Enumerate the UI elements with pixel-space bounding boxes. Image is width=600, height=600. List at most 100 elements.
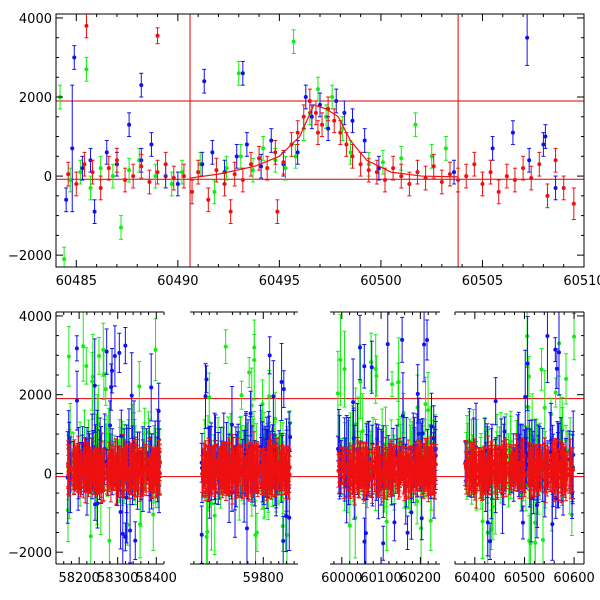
bottom-point-red bbox=[99, 466, 104, 504]
top-point-green-15 bbox=[238, 143, 243, 169]
top-point-red-9 bbox=[139, 153, 144, 179]
bottom-point-blue bbox=[381, 525, 386, 561]
top-point-green-13 bbox=[212, 179, 217, 205]
top-point-green-33 bbox=[443, 136, 448, 161]
top-point-red-51 bbox=[464, 163, 469, 189]
top-point-blue-3 bbox=[92, 199, 97, 225]
bottom-point-blue bbox=[120, 491, 125, 564]
bottom-point-red bbox=[113, 441, 118, 474]
top-point-blue-31 bbox=[510, 120, 515, 145]
top-point-blue-4 bbox=[104, 140, 109, 165]
bottom-point-blue bbox=[279, 342, 284, 421]
bottom-point-blue bbox=[133, 521, 138, 561]
top-point-blue-12 bbox=[210, 140, 215, 165]
bottom-point-blue bbox=[485, 488, 490, 557]
top-point-blue-33 bbox=[541, 132, 546, 157]
bottom-point-green bbox=[107, 507, 112, 564]
bottom-point-blue bbox=[400, 316, 405, 363]
top-point-red-49 bbox=[447, 161, 452, 187]
bottom-ytick-label: 0 bbox=[44, 467, 52, 482]
top-point-blue-11 bbox=[200, 151, 205, 177]
top-point-red-11 bbox=[155, 159, 160, 185]
top-point-blue-34 bbox=[553, 175, 558, 201]
top-point-blue-25 bbox=[342, 100, 347, 126]
bottom-plot-area bbox=[56, 312, 584, 564]
bottom-point-blue bbox=[281, 515, 286, 564]
bottom-point-blue bbox=[128, 497, 133, 564]
top-xtick-label: 60490 bbox=[157, 274, 198, 289]
bottom-ytick-label: −2000 bbox=[8, 546, 52, 561]
top-point-green-7 bbox=[127, 157, 132, 183]
bottom-point-blue bbox=[385, 312, 390, 381]
top-plot-area bbox=[56, 14, 584, 267]
bottom-point-blue bbox=[117, 332, 122, 373]
bottom-point-green bbox=[539, 348, 544, 391]
top-point-red-43 bbox=[399, 163, 404, 189]
bottom-point-red bbox=[81, 453, 86, 493]
top-point-blue-40 bbox=[543, 124, 548, 149]
top-point-red-2 bbox=[82, 151, 87, 177]
bottom-point-green bbox=[137, 361, 142, 412]
bottom-point-green bbox=[101, 322, 106, 377]
top-point-red-62 bbox=[553, 147, 558, 173]
bottom-point-green bbox=[267, 369, 272, 423]
bottom-point-green bbox=[81, 312, 86, 382]
bottom-point-red bbox=[151, 448, 156, 494]
bottom-point-red bbox=[101, 453, 106, 482]
top-point-blue-1 bbox=[72, 45, 77, 70]
top-point-green-37 bbox=[62, 246, 67, 267]
top-point-blue-39 bbox=[525, 14, 530, 66]
bottom-point-green bbox=[428, 490, 433, 551]
top-point-blue-16 bbox=[259, 153, 264, 179]
top-point-red-18 bbox=[214, 157, 219, 183]
bottom-point-green bbox=[88, 490, 93, 564]
top-point-red-20 bbox=[232, 161, 237, 187]
bottom-point-red bbox=[66, 444, 71, 489]
bottom-point-blue bbox=[556, 312, 561, 396]
bottom-point-blue bbox=[75, 370, 80, 431]
top-point-green-17 bbox=[261, 136, 266, 161]
top-point-green-23 bbox=[315, 76, 320, 102]
top-axes-frame bbox=[55, 13, 585, 268]
top-point-red-12 bbox=[163, 151, 168, 177]
top-ytick-label: 0 bbox=[44, 170, 52, 185]
bottom-point-green bbox=[423, 376, 428, 432]
top-point-red-13 bbox=[171, 165, 176, 191]
bottom-point-red bbox=[93, 445, 98, 481]
bottom-xtick-label: 60500 bbox=[504, 571, 545, 586]
top-point-red-42 bbox=[391, 155, 396, 181]
top-ytick-label: −2000 bbox=[8, 249, 52, 264]
bottom-point-blue bbox=[199, 505, 204, 564]
top-point-red-41 bbox=[382, 167, 387, 193]
top-point-blue-20 bbox=[303, 84, 308, 110]
bottom-xtick-label: 58300 bbox=[97, 571, 138, 586]
bottom-point-blue bbox=[545, 312, 550, 384]
top-point-red-34 bbox=[332, 108, 337, 134]
top-point-red-29 bbox=[301, 104, 306, 130]
top-point-red-58 bbox=[521, 155, 526, 181]
bottom-point-blue bbox=[425, 319, 430, 361]
top-point-red-48 bbox=[439, 169, 444, 195]
top-point-blue-2 bbox=[80, 155, 85, 181]
bottom-point-red bbox=[144, 458, 149, 482]
top-point-red-3 bbox=[90, 159, 95, 185]
top-point-green-19 bbox=[283, 155, 288, 181]
bottom-point-green bbox=[90, 351, 95, 411]
top-point-red-5 bbox=[106, 155, 111, 181]
bottom-point-green bbox=[342, 330, 347, 408]
top-point-green-16 bbox=[250, 157, 255, 183]
top-point-red-32 bbox=[320, 112, 325, 138]
top-point-red-19 bbox=[222, 171, 227, 197]
top-xtick-label: 60505 bbox=[462, 274, 503, 289]
bottom-point-green bbox=[401, 392, 406, 434]
top-point-blue-30 bbox=[490, 136, 495, 161]
top-point-green-9 bbox=[153, 163, 158, 189]
top-panel-chart: 60485 60490 60495 60500 60505 60510 −2000 0 2000… bbox=[8, 12, 600, 289]
top-point-green-36 bbox=[291, 29, 296, 55]
top-xtick-label: 60510 bbox=[563, 274, 600, 289]
top-point-red-15 bbox=[190, 179, 195, 205]
bottom-point-blue bbox=[369, 340, 374, 394]
bottom-xtick-label: 58200 bbox=[58, 571, 99, 586]
bottom-point-blue bbox=[123, 522, 128, 552]
